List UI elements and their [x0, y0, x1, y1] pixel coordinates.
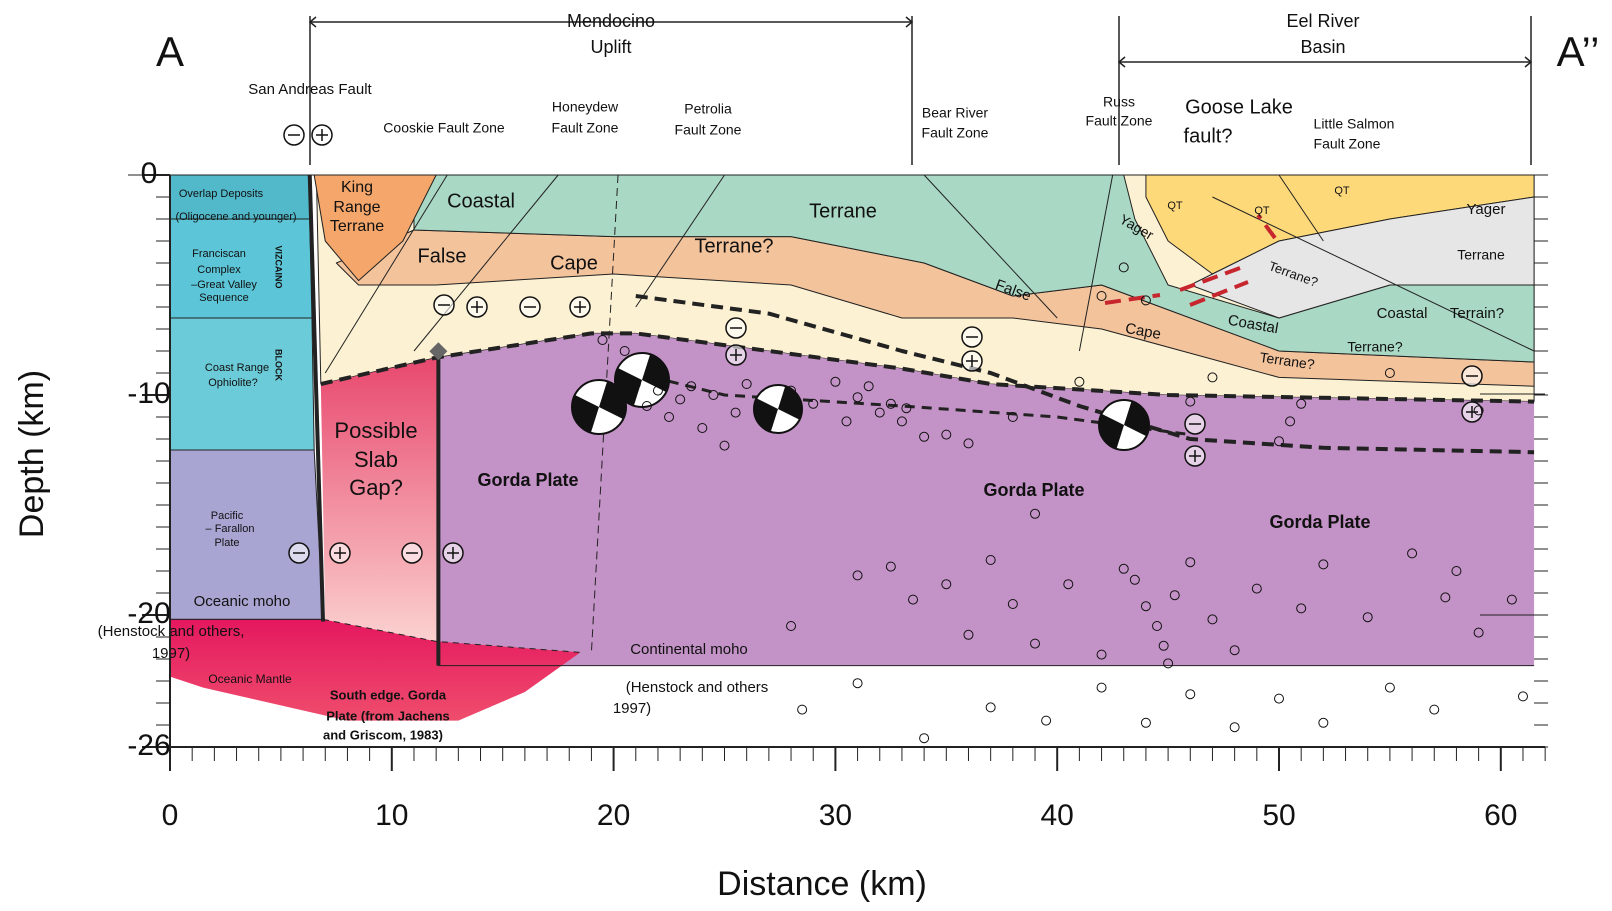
label: 1997)	[613, 700, 651, 717]
x-tick-label: 60	[1484, 799, 1517, 832]
x-tick-label: 50	[1262, 799, 1295, 832]
label: Range	[333, 199, 380, 216]
label: Plate	[214, 537, 239, 549]
label: San Andreas Fault	[248, 81, 372, 98]
label: Petrolia	[684, 101, 732, 117]
label: Terrane	[330, 218, 384, 235]
earthquake	[798, 705, 807, 714]
label: Coast Range	[205, 362, 269, 374]
label: Terrain?	[1450, 305, 1504, 322]
label: (Oligocene and younger)	[175, 211, 296, 223]
label: Gorda Plate	[477, 470, 578, 490]
label: Uplift	[590, 37, 631, 57]
earthquake	[1042, 716, 1051, 725]
x-tick-label: 0	[162, 799, 179, 832]
label: VIZCAINO	[274, 245, 284, 288]
label: (Henstock and others	[626, 679, 769, 696]
earthquake	[986, 703, 995, 712]
label: Fault Zone	[1086, 113, 1153, 129]
label: Fault Zone	[552, 120, 619, 136]
label: Fault Zone	[1314, 136, 1381, 152]
x-tick-label: 10	[375, 799, 408, 832]
y-tick-label: 0	[141, 157, 158, 190]
earthquake	[1319, 718, 1328, 727]
y-tick-label: -10	[127, 377, 170, 410]
label: QT	[1254, 205, 1270, 217]
earthquake	[1141, 718, 1150, 727]
x-axis-title: Distance (km)	[717, 865, 927, 903]
label: King	[341, 179, 373, 196]
label: Terrane	[809, 200, 877, 222]
label: QT	[1167, 200, 1183, 212]
y-tick-label: -26	[127, 729, 170, 762]
label: Yager	[1467, 201, 1506, 218]
label: Gap?	[349, 475, 403, 500]
label: Slab	[354, 447, 398, 472]
label: Gorda Plate	[1269, 512, 1370, 532]
label: Gorda Plate	[983, 480, 1084, 500]
label: Coastal	[447, 190, 515, 212]
label: Basin	[1300, 37, 1345, 57]
label: Ophiolite?	[208, 377, 258, 389]
label: Honeydew	[552, 99, 619, 115]
label: Terrane?	[1347, 339, 1402, 355]
label: Oceanic moho	[194, 593, 291, 610]
earthquake	[853, 679, 862, 688]
label: Mendocino	[567, 11, 655, 31]
label: Cooskie Fault Zone	[383, 120, 505, 136]
earthquake	[1275, 694, 1284, 703]
earthquake	[1518, 692, 1527, 701]
label: QT	[1334, 185, 1350, 197]
label: fault?	[1184, 125, 1233, 147]
y-tick-label: -20	[127, 597, 170, 630]
label: A	[156, 28, 184, 75]
earthquake	[1230, 723, 1239, 732]
label: Oceanic Mantle	[208, 672, 292, 686]
label: Terrane?	[695, 235, 774, 257]
label: – Farallon	[206, 523, 255, 535]
label: Russ	[1103, 94, 1135, 110]
label: Franciscan	[192, 248, 246, 260]
label: Eel River	[1286, 11, 1359, 31]
label: and Griscom, 1983)	[323, 727, 443, 742]
label: –Great Valley	[191, 279, 257, 291]
label: Terrane	[1457, 247, 1505, 263]
x-tick-label: 40	[1041, 799, 1074, 832]
label: Coastal	[1377, 305, 1428, 322]
x-tick-label: 30	[819, 799, 852, 832]
label: Little Salmon	[1314, 116, 1395, 132]
label: South edge. Gorda	[330, 687, 447, 702]
label: BLOCK	[274, 349, 284, 381]
label: Continental moho	[630, 641, 748, 658]
label: Plate (from Jachens	[326, 708, 450, 723]
label: Pacific	[211, 510, 244, 522]
label: Fault Zone	[922, 125, 989, 141]
x-tick-label: 20	[597, 799, 630, 832]
earthquake	[1430, 705, 1439, 714]
earthquake	[1186, 690, 1195, 699]
earthquake	[1097, 683, 1106, 692]
label: Cape	[550, 252, 598, 274]
label: Complex	[197, 264, 241, 276]
cross-section: A A’’ Mendocino Uplift Eel River Basin San And…	[0, 0, 1612, 911]
y-axis-title: Depth (km)	[13, 370, 51, 538]
label: Bear River	[922, 105, 988, 121]
label: False	[418, 245, 467, 267]
label: A’’	[1557, 28, 1600, 75]
label: Overlap Deposits	[179, 188, 264, 200]
label: Possible	[334, 418, 417, 443]
label: Fault Zone	[675, 122, 742, 138]
earthquake	[920, 734, 929, 743]
label: Goose Lake	[1185, 96, 1293, 118]
earthquake	[1385, 683, 1394, 692]
label: Sequence	[199, 292, 249, 304]
